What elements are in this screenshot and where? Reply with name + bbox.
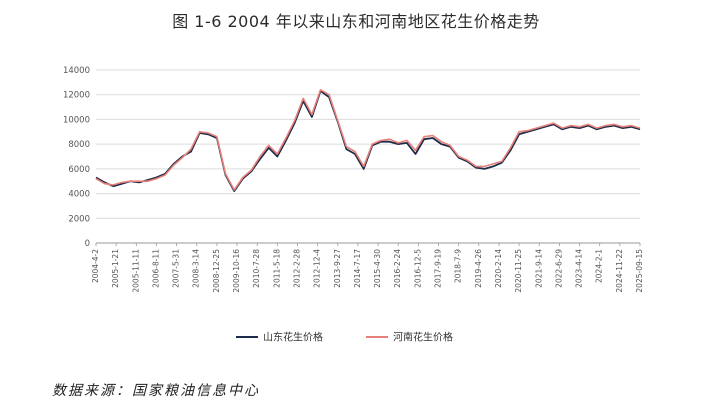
x-tick-label: 2013-9-27 — [333, 249, 342, 288]
x-tick-label: 2017-9-19 — [434, 249, 443, 288]
x-tick-label: 2020-11-25 — [514, 249, 523, 293]
y-tick-label: 10000 — [63, 115, 90, 125]
x-tick-label: 2011-5-18 — [272, 249, 281, 288]
y-tick-label: 8000 — [68, 140, 90, 150]
x-tick-label: 2004-4-2 — [91, 249, 100, 283]
x-tick-label: 2012-2-28 — [292, 249, 301, 288]
y-tick-label: 12000 — [63, 91, 90, 101]
x-tick-label: 2014-7-17 — [353, 249, 362, 288]
x-tick-label: 2012-12-4 — [313, 249, 322, 288]
x-tick-label: 2020-2-14 — [494, 249, 503, 288]
x-tick-label: 2008-3-14 — [192, 249, 201, 288]
x-tick-label: 2024-11-22 — [615, 249, 624, 293]
x-tick-label: 2016-2-24 — [393, 249, 402, 288]
x-tick-label: 2025-09-15 — [635, 249, 644, 293]
y-tick-label: 14000 — [63, 66, 90, 76]
x-tick-label: 2007-5-31 — [172, 249, 181, 288]
x-tick-label: 2005-1-21 — [111, 249, 120, 288]
series-line-shandong — [95, 90, 641, 193]
y-tick-label: 2000 — [68, 214, 90, 224]
x-tick-label: 2010-7-28 — [252, 249, 261, 288]
x-tick-label: 2019-4-26 — [474, 249, 483, 288]
x-tick-label: 2005-11-11 — [131, 249, 140, 293]
x-tick-label: 2018-7-9 — [454, 249, 463, 283]
x-tick-label: 2024-2-1 — [595, 249, 604, 283]
x-tick-label: 2006-8-11 — [151, 249, 160, 288]
series-line-henan — [95, 89, 641, 191]
x-tick-label: 2016-12-5 — [413, 249, 422, 288]
x-tick-label: 2008-12-25 — [212, 249, 221, 293]
legend-label: 河南花生价格 — [393, 331, 453, 344]
x-tick-label: 2023-4-14 — [575, 249, 584, 288]
y-tick-label: 0 — [85, 239, 90, 249]
x-tick-label: 2022-6-29 — [554, 249, 563, 288]
x-tick-label: 2015-4-30 — [373, 249, 382, 288]
y-tick-label: 4000 — [68, 190, 90, 200]
x-tick-label: 2009-10-16 — [232, 249, 241, 293]
y-tick-label: 6000 — [68, 165, 90, 175]
source-note: 数据来源：国家粮油信息中心 — [52, 383, 260, 399]
legend-label: 山东花生价格 — [263, 331, 323, 344]
x-tick-label: 2021-9-14 — [534, 249, 543, 288]
chart-title: 图 1-6 2004 年以来山东和河南地区花生价格走势 — [172, 12, 540, 31]
